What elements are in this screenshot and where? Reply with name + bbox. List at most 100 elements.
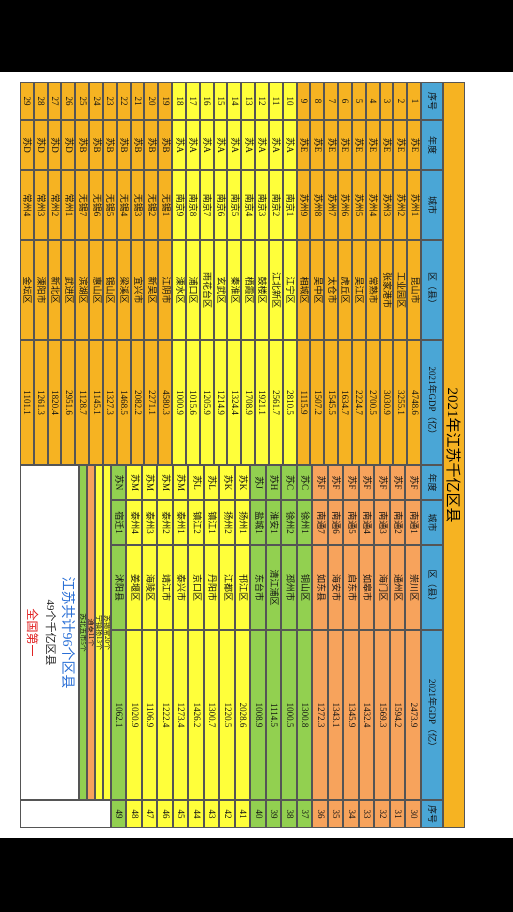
table-cell: 2028.6 [235,630,251,800]
note-group: 苏锡常20个 [103,465,111,800]
table-cell: 苏州5 [351,170,366,240]
table-cell: 26 [61,82,76,120]
table-cell: 梁溪区 [116,240,131,340]
table-cell: 苏E [393,120,408,170]
table-cell: 苏A [268,120,283,170]
table-cell: 苏州4 [365,170,380,240]
table-cell: 无锡5 [102,170,117,240]
table-cell: 23 [102,82,117,120]
note-group: 苏北五市5个 [79,465,87,800]
table-cell: 1343.1 [328,630,344,800]
column-header: 区（县） [421,545,443,630]
table-cell: 江都区 [219,545,235,630]
table-cell: 11 [268,82,283,120]
table-cell: 海安市 [328,545,344,630]
table-cell: 1214.9 [213,340,228,465]
table-cell: 苏N [111,465,127,500]
table-cell: 南通2 [390,500,406,545]
table-cell: 47 [142,800,158,828]
table-cell: 苏E [351,120,366,170]
table-cell: 南京2 [268,170,283,240]
table-cell: 19 [158,82,173,120]
table-cell: 2224.7 [351,340,366,465]
table-cell: 49 [111,800,127,828]
table-cell: 1222.4 [157,630,173,800]
table-cell: 20 [144,82,159,120]
table-cell: 常熟市 [365,240,380,340]
table-cell: 邳州市 [281,545,297,630]
table-cell: 41 [235,800,251,828]
table-cell: 34 [343,800,359,828]
table-cell: 4580.3 [158,340,173,465]
table-cell: 苏E [407,120,421,170]
table-cell: 39 [266,800,282,828]
table-cell: 22 [116,82,131,120]
table-cell: 1101.1 [20,340,34,465]
table-cell: 南通1 [405,500,421,545]
table-cell: 鼓楼区 [255,240,269,340]
table-cell: 南通5 [343,500,359,545]
table-cell: 苏州3 [379,170,394,240]
table-cell: 苏D [61,120,76,170]
table-cell: 1432.4 [359,630,375,800]
table-cell: 盐城1 [250,500,266,545]
table-cell: 30 [405,800,421,828]
table-cell: 苏A [199,120,214,170]
table-cell: 1273.4 [173,630,189,800]
column-header: 城市 [421,170,443,240]
table-cell: 1015.6 [185,340,200,465]
table-cell: 南通7 [312,500,328,545]
table-cell: 1468.5 [116,340,131,465]
table-cell: 10 [282,82,297,120]
table-cell: 京口区 [188,545,204,630]
table-cell: 溧水区 [172,240,186,340]
table-cell: 虎丘区 [338,240,352,340]
table-cell: 苏F [328,465,344,500]
table-cell: 35 [328,800,344,828]
table-cell: 14 [227,82,242,120]
table-cell: 苏F [359,465,375,500]
table-cell: 新北区 [47,240,62,340]
table-cell: 1324.4 [227,340,242,465]
table-cell: 31 [390,800,406,828]
table-cell: 1708.9 [241,340,256,465]
table-cell: 43 [204,800,220,828]
table-cell: 南通4 [359,500,375,545]
table-cell: 2810.5 [282,340,297,465]
table-cell: 5 [351,82,366,120]
table-cell: 江北新区 [268,240,283,340]
table-cell: 28 [33,82,48,120]
note-summary: 江苏共计96个区县 [59,576,75,689]
table-cell: 苏A [241,120,256,170]
table-cell: 苏B [89,120,103,170]
table-cell: 46 [157,800,173,828]
table-cell: 苏E [310,120,325,170]
table-cell: 苏A [172,120,186,170]
column-header: 城市 [421,500,443,545]
table-cell: 1545.5 [324,340,339,465]
table-cell: 1272.3 [312,630,328,800]
table-cell: 4748.6 [407,340,421,465]
note-group: 宁镇扬13个 [95,465,103,800]
table-cell: 邗江区 [235,545,251,630]
table-cell: 扬州2 [219,500,235,545]
table-cell: 苏L [188,465,204,500]
table-cell: 32 [374,800,390,828]
table-cell: 苏A [255,120,269,170]
table-cell: 泰州1 [173,500,189,545]
table-cell: 苏E [324,120,339,170]
table-cell: 1921.1 [255,340,269,465]
table-cell: 1300.8 [297,630,313,800]
table-cell: 南通6 [328,500,344,545]
table-cell: 泰州4 [126,500,142,545]
table-cell: 南京7 [199,170,214,240]
table-cell: 徐州1 [297,500,313,545]
table-cell: 1008.9 [250,630,266,800]
table-cell: 无锡2 [144,170,159,240]
table-cell: 南通3 [374,500,390,545]
table-cell: 苏F [374,465,390,500]
table-cell: 苏F [390,465,406,500]
table-cell: 42 [219,800,235,828]
note-summary: 全国第一 [25,608,40,657]
table-cell: 2473.9 [405,630,421,800]
